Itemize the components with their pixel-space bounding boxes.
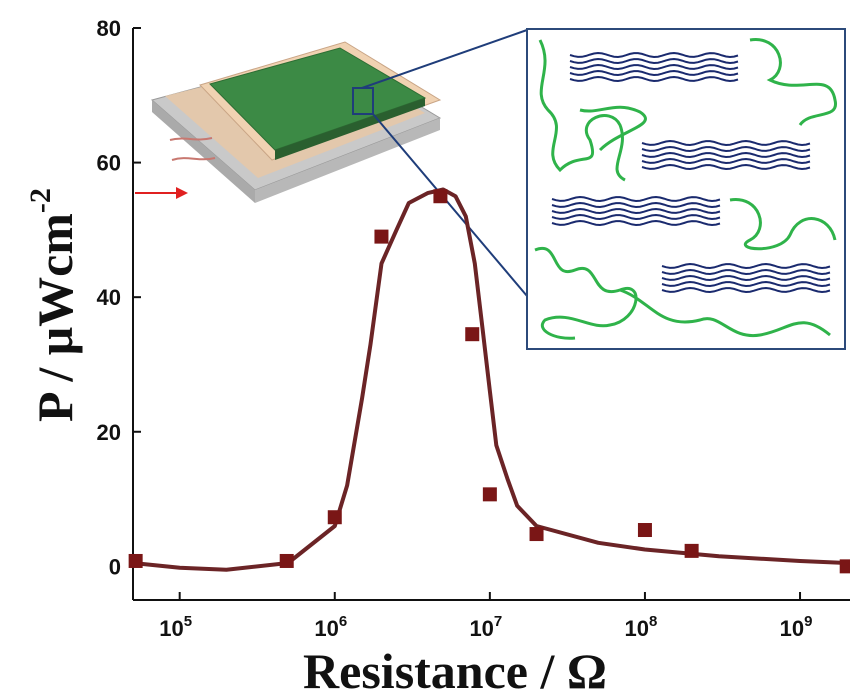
x-tick-label: 107 — [469, 613, 502, 641]
y-tick-label: 60 — [97, 151, 121, 176]
chart: P / μWcm-2 Resistance / Ω 02040608010510… — [0, 0, 850, 700]
device-inset — [135, 30, 527, 296]
x-tick-base: 10 — [469, 616, 493, 641]
x-tick-label: 106 — [314, 613, 347, 641]
x-tick-exponent: 6 — [339, 613, 347, 630]
x-tick-base: 10 — [780, 616, 804, 641]
x-tick-base: 10 — [625, 616, 649, 641]
x-tick-label: 108 — [625, 613, 658, 641]
y-tick-label: 0 — [109, 554, 121, 579]
data-point — [328, 510, 342, 524]
data-point — [280, 554, 294, 568]
x-tick-base: 10 — [159, 616, 183, 641]
y-label-text: P / μWcm — [27, 213, 83, 422]
schematic-inset — [527, 29, 845, 349]
data-point — [638, 523, 652, 537]
x-tick-exponent: 9 — [804, 613, 812, 630]
data-point — [374, 230, 388, 244]
x-tick-base: 10 — [314, 616, 338, 641]
x-tick-label: 109 — [780, 613, 813, 641]
x-tick-exponent: 5 — [184, 613, 192, 630]
y-tick-label: 40 — [97, 285, 121, 310]
y-tick-label: 80 — [97, 16, 121, 41]
data-point — [483, 487, 497, 501]
y-tick-label: 20 — [97, 420, 121, 445]
data-point — [465, 327, 479, 341]
y-label-exponent: -2 — [24, 188, 57, 213]
x-tick-exponent: 8 — [649, 613, 657, 630]
data-point — [129, 554, 143, 568]
x-tick-exponent: 7 — [494, 613, 502, 630]
data-point — [433, 189, 447, 203]
y-axis-label: P / μWcm-2 — [24, 188, 83, 422]
x-axis-label: Resistance / Ω — [303, 643, 607, 699]
data-point — [840, 559, 850, 573]
data-point — [685, 544, 699, 558]
data-point — [530, 527, 544, 541]
x-tick-label: 105 — [159, 613, 192, 641]
